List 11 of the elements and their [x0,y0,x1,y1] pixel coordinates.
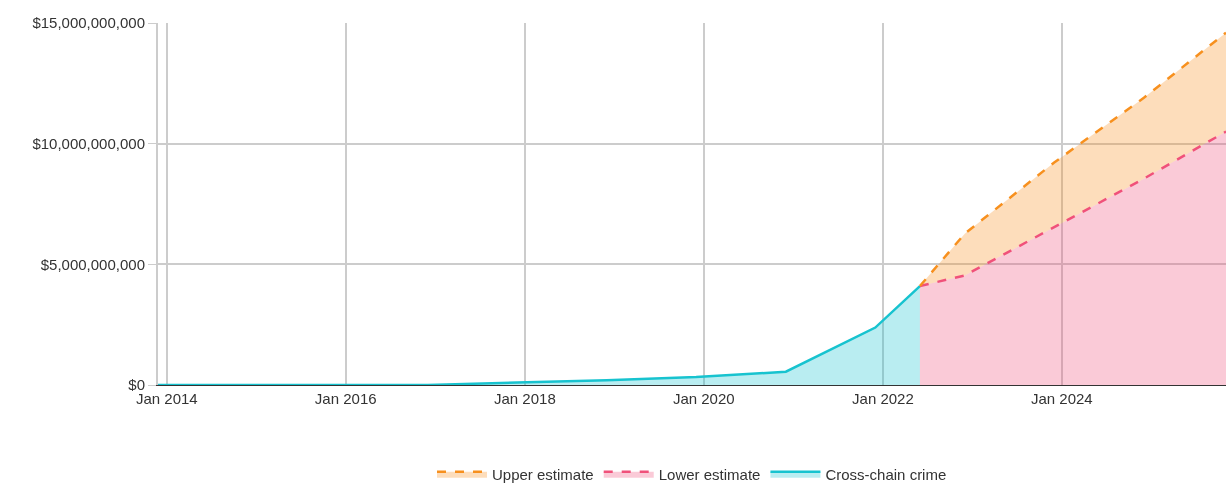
legend-label: Upper estimate [492,465,594,483]
y-tick-label: $5,000,000,000 [40,255,145,273]
y-tick-label: $10,000,000,000 [32,134,145,152]
legend-label: Cross-chain crime [825,465,947,483]
y-tick-label: $15,000,000,000 [32,14,145,32]
x-tick-label: Jan 2020 [672,390,735,407]
x-tick-label: Jan 2018 [493,390,556,407]
x-tick-label: Jan 2024 [1030,390,1093,407]
x-tick-label: Jan 2016 [314,390,377,407]
x-tick-label: Jan 2022 [852,390,914,407]
legend-label: Lower estimate [658,465,761,483]
